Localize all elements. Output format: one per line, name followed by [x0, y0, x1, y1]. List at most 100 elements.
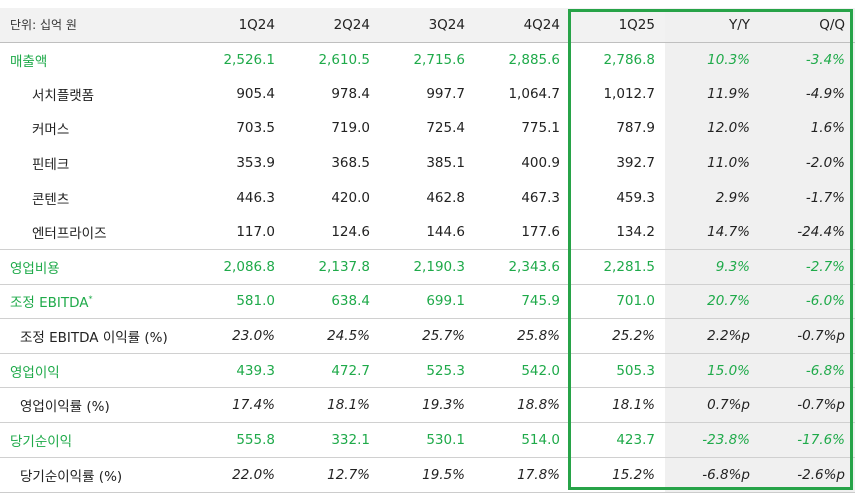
table-row-operating-expenses: 영업비용 2,086.8 2,137.8 2,190.3 2,343.6 2,2…: [0, 249, 855, 285]
cell-4q24: 775.1: [521, 120, 560, 137]
row-label: 커머스: [32, 122, 70, 139]
cell-4q24: 25.8%: [475, 318, 570, 354]
cell-2q24: 472.7: [285, 352, 380, 388]
row-label: 조정 EBITDA*: [0, 283, 190, 319]
cell-1q24: 23.0%: [190, 318, 285, 354]
cell-yoy: 9.3%: [665, 249, 760, 285]
cell-3q24: 699.1: [380, 283, 475, 319]
table-row-fintech: 핀테크 353.9 368.5 385.1 400.9 392.7 11.0% …: [0, 145, 855, 181]
cell-yoy: 20.7%: [665, 283, 760, 319]
cell-3q24: 725.4: [426, 120, 465, 137]
cell-qoq: -0.7%p: [760, 318, 855, 354]
cell-1q25: 459.3: [616, 189, 655, 206]
row-label: 당기순이익: [0, 422, 190, 458]
cell-1q24: 703.5: [236, 120, 275, 137]
cell-yoy: 0.7%p: [665, 387, 760, 423]
cell-1q25: 134.2: [616, 224, 655, 241]
cell-qoq: -6.0%: [760, 283, 855, 319]
cell-1q24: 2,526.1: [223, 51, 275, 68]
table-row-net-income: 당기순이익 555.8 332.1 530.1 514.0 423.7 -23.…: [0, 422, 855, 458]
cell-4q24: 2,885.6: [508, 51, 560, 68]
cell-4q24: 1,064.7: [508, 85, 560, 102]
cell-4q24: 745.9: [475, 283, 570, 319]
cell-2q24: 2,610.5: [318, 51, 370, 68]
table-row-enterprise: 엔터프라이즈 117.0 124.6 144.6 177.6 134.2 14.…: [0, 214, 855, 250]
cell-1q25: 18.1%: [570, 387, 665, 423]
cell-3q24: 19.3%: [380, 387, 475, 423]
cell-yoy: 14.7%: [665, 214, 760, 250]
table-bottom-divider: [0, 492, 855, 493]
cell-4q24: 400.9: [521, 155, 560, 172]
row-label: 핀테크: [32, 157, 70, 174]
row-label: 영업이익률 (%): [0, 387, 190, 423]
cell-1q25: 701.0: [570, 283, 665, 319]
column-header-3q24: 3Q24: [380, 8, 475, 43]
row-label: 조정 EBITDA 이익률 (%): [0, 318, 190, 354]
unit-label: 단위: 십억 원: [0, 8, 190, 43]
cell-2q24: 368.5: [331, 155, 370, 172]
cell-qoq: -2.0%: [760, 145, 855, 181]
cell-1q25: 2,786.8: [603, 51, 655, 68]
cell-4q24: 18.8%: [475, 387, 570, 423]
table-row-operating-margin: 영업이익률 (%) 17.4% 18.1% 19.3% 18.8% 18.1% …: [0, 387, 855, 423]
table-row-search-platform: 서치플랫폼 905.4 978.4 997.7 1,064.7 1,012.7 …: [0, 76, 855, 112]
cell-1q24: 581.0: [190, 283, 285, 319]
cell-4q24: 514.0: [475, 422, 570, 458]
row-label: 당기순이익률 (%): [0, 456, 190, 492]
cell-3q24: 2,190.3: [380, 249, 475, 285]
cell-1q25: 15.2%: [570, 456, 665, 492]
cell-2q24: 18.1%: [285, 387, 380, 423]
table-row-adjusted-ebitda-margin: 조정 EBITDA 이익률 (%) 23.0% 24.5% 25.7% 25.8…: [0, 318, 855, 354]
cell-2q24: 719.0: [331, 120, 370, 137]
cell-qoq: -24.4%: [760, 214, 855, 250]
cell-qoq: -2.6%p: [760, 456, 855, 492]
cell-2q24: 978.4: [331, 85, 370, 102]
cell-yoy: 15.0%: [665, 352, 760, 388]
footnote-marker: *: [88, 294, 93, 304]
cell-2q24: 638.4: [285, 283, 380, 319]
column-header-4q24: 4Q24: [475, 8, 570, 43]
cell-2q24: 24.5%: [285, 318, 380, 354]
row-label: 영업이익: [0, 352, 190, 388]
row-label: 콘텐츠: [32, 191, 70, 208]
column-header-yoy: Y/Y: [665, 8, 760, 43]
cell-1q25: 2,281.5: [570, 249, 665, 285]
cell-1q25: 505.3: [570, 352, 665, 388]
cell-1q25: 1,012.7: [603, 85, 655, 102]
table-header-row: 단위: 십억 원 1Q24 2Q24 3Q24 4Q24 1Q25 Y/Y Q/…: [0, 8, 855, 43]
row-label: 서치플랫폼: [32, 87, 95, 104]
column-header-qoq: Q/Q: [760, 8, 855, 43]
cell-2q24: 2,137.8: [285, 249, 380, 285]
table-row-operating-profit: 영업이익 439.3 472.7 525.3 542.0 505.3 15.0%…: [0, 352, 855, 388]
cell-1q24: 117.0: [236, 224, 275, 241]
cell-qoq: 1.6%: [760, 111, 855, 146]
cell-qoq: -0.7%p: [760, 387, 855, 423]
cell-3q24: 19.5%: [380, 456, 475, 492]
cell-yoy: -6.8%p: [665, 456, 760, 492]
cell-yoy: 10.3%: [665, 42, 760, 77]
cell-4q24: 17.8%: [475, 456, 570, 492]
column-header-1q24: 1Q24: [190, 8, 285, 43]
cell-2q24: 12.7%: [285, 456, 380, 492]
cell-2q24: 420.0: [331, 189, 370, 206]
cell-qoq: -2.7%: [760, 249, 855, 285]
cell-1q24: 22.0%: [190, 456, 285, 492]
row-label: 영업비용: [0, 249, 190, 285]
table-row-adjusted-ebitda: 조정 EBITDA* 581.0 638.4 699.1 745.9 701.0…: [0, 283, 855, 319]
cell-4q24: 467.3: [521, 189, 560, 206]
cell-3q24: 462.8: [426, 189, 465, 206]
row-label-text: 조정 EBITDA: [10, 295, 89, 312]
cell-3q24: 997.7: [426, 85, 465, 102]
cell-2q24: 124.6: [331, 224, 370, 241]
cell-3q24: 385.1: [426, 155, 465, 172]
cell-3q24: 2,715.6: [413, 51, 465, 68]
column-header-1q25: 1Q25: [570, 8, 665, 43]
row-label: 매출액: [10, 53, 48, 70]
cell-2q24: 332.1: [285, 422, 380, 458]
cell-qoq: -3.4%: [760, 42, 855, 77]
cell-4q24: 2,343.6: [475, 249, 570, 285]
cell-1q24: 446.3: [236, 189, 275, 206]
cell-yoy: 2.2%p: [665, 318, 760, 354]
cell-3q24: 530.1: [380, 422, 475, 458]
cell-4q24: 177.6: [521, 224, 560, 241]
